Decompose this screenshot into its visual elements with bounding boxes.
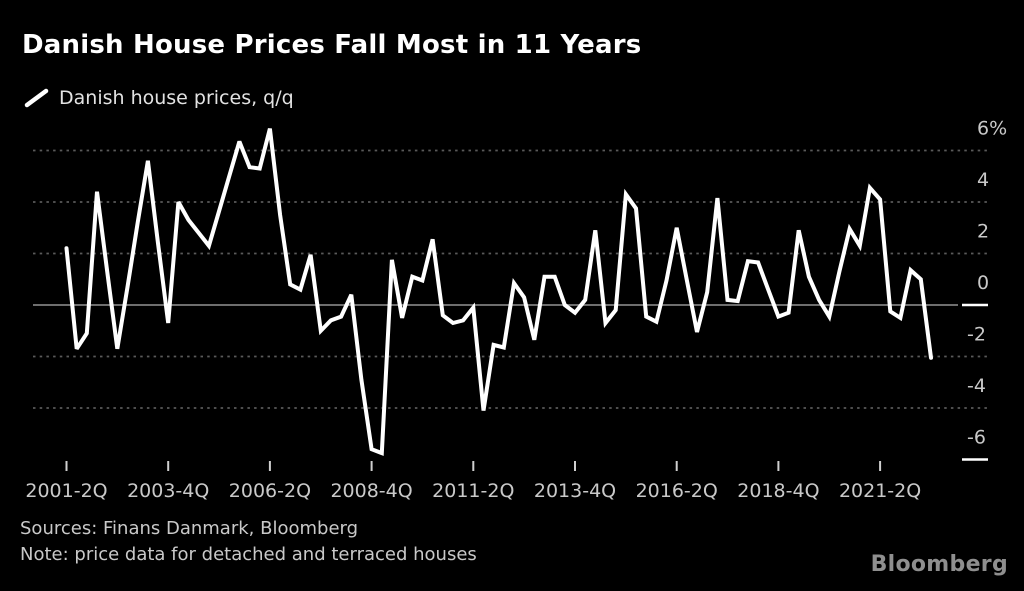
sources-line: Sources: Finans Danmark, Bloomberg bbox=[20, 518, 359, 539]
legend: Danish house prices, q/q bbox=[24, 85, 294, 111]
bloomberg-logo: Bloomberg bbox=[870, 552, 1008, 577]
y-axis-label: 4 bbox=[977, 169, 989, 191]
note-line: Note: price data for detached and terrac… bbox=[20, 544, 477, 565]
y-axis-label: -6 bbox=[967, 427, 986, 449]
line-series-marker-icon bbox=[24, 88, 49, 108]
legend-label: Danish house prices, q/q bbox=[59, 87, 294, 109]
x-axis-label: 2006-2Q bbox=[229, 480, 311, 502]
x-axis-label: 2021-2Q bbox=[839, 480, 921, 502]
x-axis-label: 2018-4Q bbox=[737, 480, 819, 502]
y-axis-label: 0 bbox=[977, 272, 989, 294]
x-axis-label: 2001-2Q bbox=[25, 480, 107, 502]
y-axis-label: 2 bbox=[977, 221, 989, 243]
x-axis-label: 2013-4Q bbox=[534, 480, 616, 502]
y-axis-label: 6% bbox=[977, 118, 1007, 140]
x-axis-label: 2003-4Q bbox=[127, 480, 209, 502]
footer: Sources: Finans Danmark, Bloomberg Note:… bbox=[20, 516, 477, 568]
y-axis-label: -4 bbox=[967, 375, 986, 397]
x-axis-label: 2008-4Q bbox=[330, 480, 412, 502]
y-axis-label: -2 bbox=[967, 324, 986, 346]
price-line bbox=[64, 128, 933, 456]
x-axis-label: 2011-2Q bbox=[432, 480, 514, 502]
chart-title: Danish House Prices Fall Most in 11 Year… bbox=[22, 30, 642, 60]
x-axis-label: 2016-2Q bbox=[636, 480, 718, 502]
